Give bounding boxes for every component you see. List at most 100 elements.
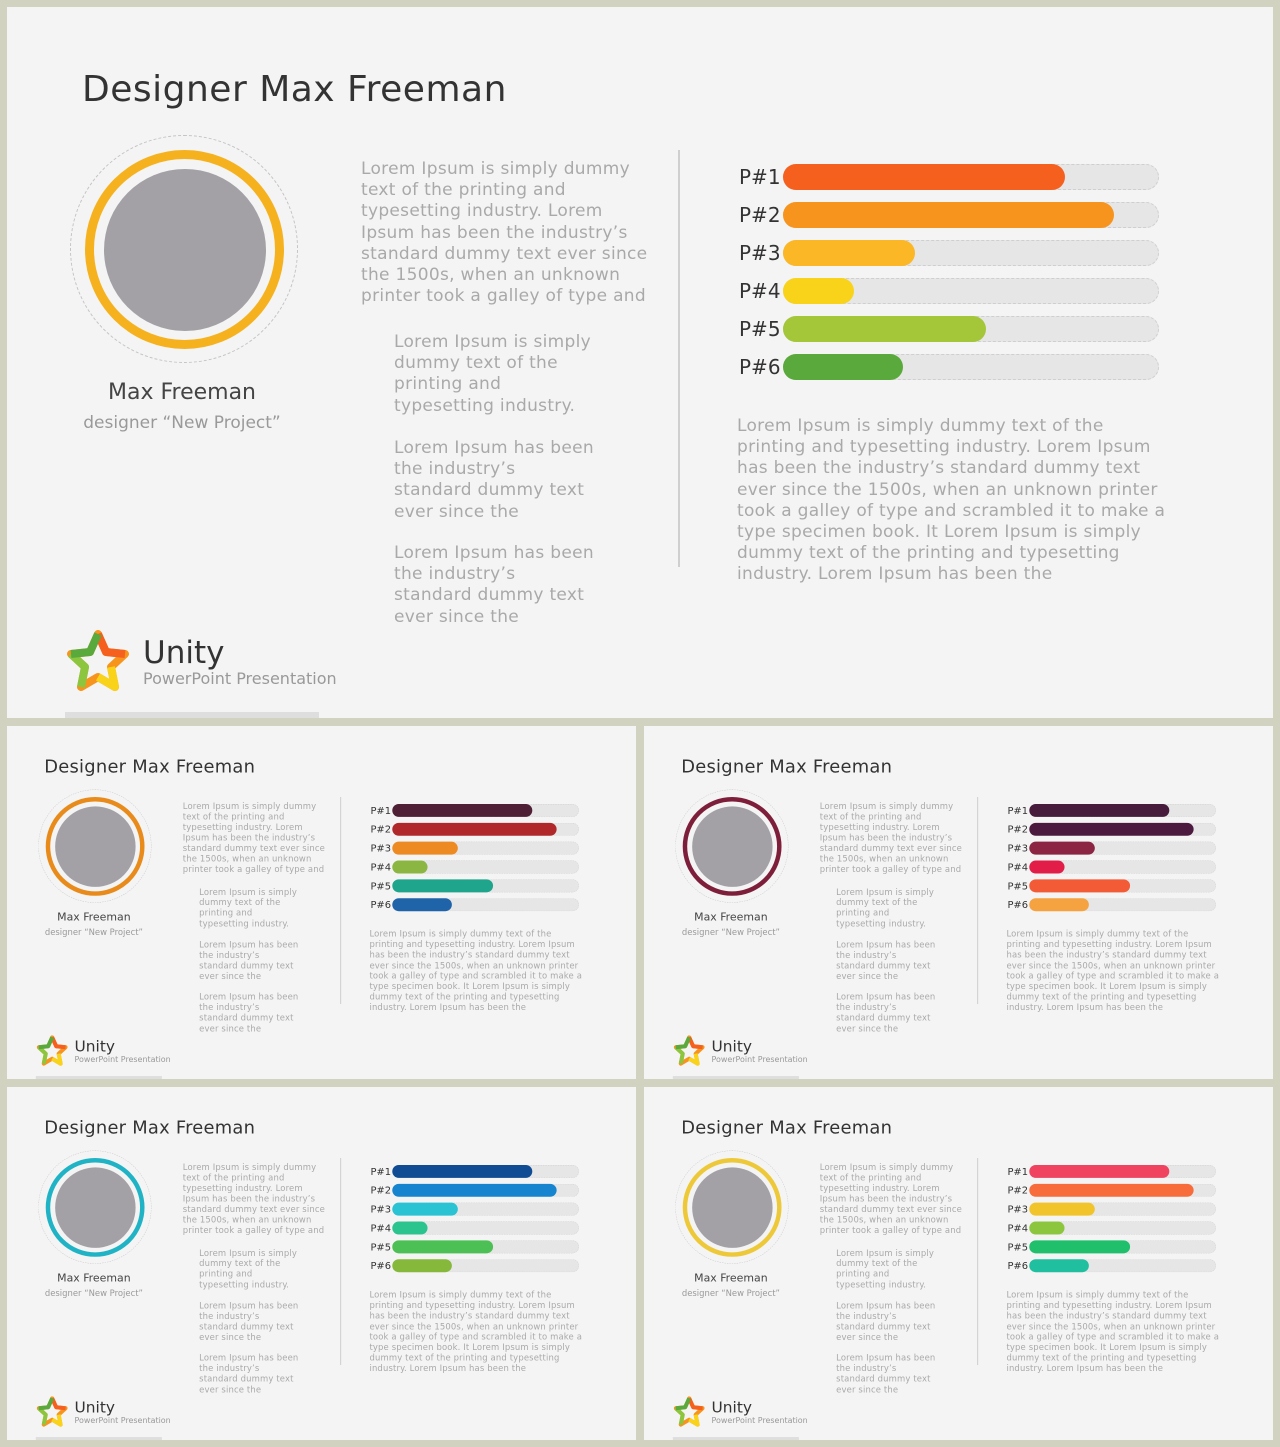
skill-bar-fill (392, 1202, 458, 1216)
bars-description: Lorem Ipsum is simply dummy text of the … (369, 1290, 583, 1374)
skill-bar-label: P#6 (1007, 1259, 1029, 1272)
skill-bar-fill (392, 1221, 428, 1235)
sub-paragraph-2: Lorem Ipsum has been the industry’s stan… (836, 939, 936, 982)
skill-bar-label: P#4 (1007, 861, 1029, 873)
profile-name: Max Freeman (694, 911, 768, 924)
skill-bar-label: P#5 (1007, 1240, 1029, 1253)
skill-bar-row: P#2 (1006, 822, 1219, 836)
skill-bar-row: P#2 (737, 201, 1167, 229)
skill-bar-row: P#1 (369, 1164, 582, 1178)
sub-paragraph-2: Lorem Ipsum has been the industry’s stan… (199, 939, 299, 982)
profile-name: Max Freeman (57, 1272, 131, 1285)
skill-bar-row: P#2 (369, 1183, 582, 1197)
sub-paragraph-3: Lorem Ipsum has been the industry’s stan… (836, 1353, 936, 1395)
sub-paragraph-1: Lorem Ipsum is simply dummy text of the … (199, 887, 297, 929)
sub-paragraph-2: Lorem Ipsum has been the industry’s stan… (394, 438, 594, 522)
profile-role: designer “New Project” (681, 927, 780, 938)
logo-name: Unity (74, 1398, 115, 1417)
skill-bar-label: P#2 (370, 823, 392, 836)
skill-bar-label: P#1 (1007, 804, 1029, 817)
skill-bar-row: P#1 (1006, 1164, 1219, 1178)
skill-bar-fill (392, 1259, 452, 1273)
logo-underline (672, 1437, 799, 1440)
slide-thumb-orange: Designer Max Freeman Max Freeman designe… (7, 726, 636, 1079)
slide-thumb-yellow: Designer Max Freeman Max Freeman designe… (644, 1087, 1273, 1440)
skill-bar-row: P#2 (1006, 1183, 1219, 1197)
profile-photo-placeholder (55, 806, 136, 887)
skill-bar-fill (392, 841, 458, 855)
bars-description: Lorem Ipsum is simply dummy text of the … (737, 416, 1166, 585)
skill-bar-fill (783, 240, 915, 266)
skill-bar-label: P#4 (739, 279, 781, 303)
profile-role: designer “New Project” (44, 1288, 143, 1299)
profile-name: Max Freeman (694, 1272, 768, 1285)
logo-name: Unity (74, 1037, 115, 1056)
profile-role: designer “New Project” (83, 413, 281, 433)
skill-bar-fill (1029, 803, 1170, 817)
skill-bar-row: P#3 (1006, 841, 1219, 855)
skill-bar-label: P#1 (370, 804, 392, 817)
skill-bar-label: P#6 (370, 1259, 392, 1272)
skill-bar-fill (1029, 1164, 1170, 1178)
skill-bar-row: P#5 (369, 1240, 582, 1254)
skill-bar-label: P#3 (1007, 842, 1029, 855)
sub-paragraph-3: Lorem Ipsum has been the industry’s stan… (394, 543, 594, 627)
intro-paragraph: Lorem Ipsum is simply dummy text of the … (182, 1162, 325, 1236)
profile-photo-placeholder (55, 1167, 136, 1248)
skill-bar-row: P#4 (369, 860, 582, 874)
logo-subtitle: PowerPoint Presentation (711, 1415, 808, 1426)
skill-bar-fill (1029, 879, 1131, 893)
skill-bar-label: P#1 (370, 1165, 392, 1178)
vertical-divider (977, 796, 979, 1005)
skill-bar-row: P#6 (1006, 898, 1219, 912)
skill-bar-fill (1029, 1240, 1131, 1254)
intro-paragraph: Lorem Ipsum is simply dummy text of the … (361, 159, 648, 307)
profile-dashed-ring (70, 135, 298, 363)
slide-title: Designer Max Freeman (44, 1117, 256, 1139)
slide-title: Designer Max Freeman (82, 69, 507, 110)
profile-dashed-ring (38, 789, 152, 903)
skill-bar-label: P#3 (370, 1203, 392, 1216)
skill-bar-fill (783, 164, 1065, 190)
vertical-divider (340, 1157, 342, 1366)
skill-bar-row: P#3 (737, 239, 1167, 267)
skill-bar-fill (392, 1183, 557, 1197)
skill-bar-label: P#2 (370, 1184, 392, 1197)
unity-star-logo-icon (36, 1396, 68, 1427)
sub-paragraph-1: Lorem Ipsum is simply dummy text of the … (199, 1248, 297, 1290)
skill-bar-fill (392, 898, 452, 912)
skill-bar-label: P#3 (739, 241, 781, 265)
skill-bar-fill (1029, 898, 1089, 912)
logo-subtitle: PowerPoint Presentation (74, 1054, 171, 1065)
intro-paragraph: Lorem Ipsum is simply dummy text of the … (819, 801, 962, 875)
skill-bar-row: P#4 (737, 277, 1167, 305)
skill-bar-fill (783, 278, 854, 304)
skill-bar-fill (1029, 1259, 1089, 1273)
bars-description: Lorem Ipsum is simply dummy text of the … (1006, 1290, 1220, 1374)
profile-role: designer “New Project” (44, 927, 143, 938)
skill-bar-fill (1029, 860, 1065, 874)
skill-bar-fill (1029, 1221, 1065, 1235)
skill-bar-row: P#5 (369, 879, 582, 893)
skill-bar-label: P#4 (1007, 1222, 1029, 1234)
skill-bar-fill (783, 354, 903, 380)
profile-name: Max Freeman (107, 380, 257, 405)
skill-bar-label: P#6 (370, 898, 392, 911)
intro-paragraph: Lorem Ipsum is simply dummy text of the … (819, 1162, 962, 1236)
profile-dashed-ring (675, 1150, 789, 1264)
skill-bar-label: P#1 (739, 165, 781, 189)
profile-photo-placeholder (104, 169, 266, 331)
skill-bar-row: P#6 (369, 898, 582, 912)
skill-bar-row: P#4 (369, 1221, 582, 1235)
logo-name: Unity (143, 635, 225, 671)
skill-bar-row: P#2 (369, 822, 582, 836)
skill-bar-row: P#4 (1006, 860, 1219, 874)
skill-bar-row: P#6 (737, 353, 1167, 381)
sub-paragraph-1: Lorem Ipsum is simply dummy text of the … (394, 332, 592, 416)
skill-bar-label: P#4 (370, 861, 392, 873)
skill-bar-label: P#5 (739, 317, 781, 341)
skill-bar-row: P#5 (1006, 879, 1219, 893)
sub-paragraph-1: Lorem Ipsum is simply dummy text of the … (836, 1248, 934, 1290)
skill-bar-label: P#5 (1007, 879, 1029, 892)
profile-dashed-ring (675, 789, 789, 903)
